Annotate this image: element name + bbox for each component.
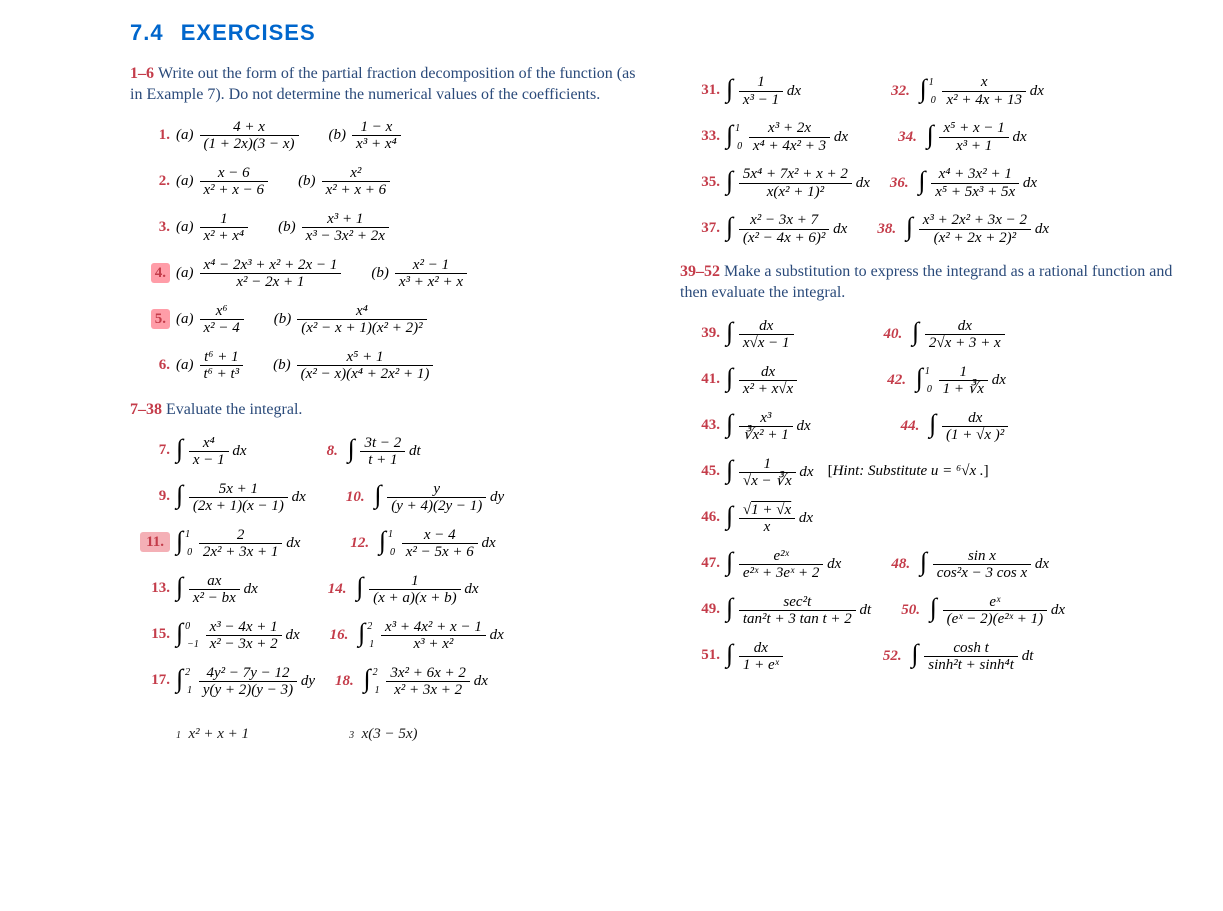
exercise-31-32: 31. ∫ 1x³ − 1 dx 32. ∫10 xx² + 4x + 13 d… — [680, 70, 1190, 110]
exercise-6: 6. (a) t⁶ + 1t⁶ + t³ (b) x⁵ + 1(x² − x)(… — [130, 346, 640, 386]
exercise-43-44: 43. ∫ x³∛x² + 1 dx 44. ∫ dx(1 + √x )² — [680, 406, 1190, 446]
exercise-9-10: 9. ∫ 5x + 1(2x + 1)(x − 1) dx 10. ∫ y(y … — [130, 476, 640, 516]
instruction-1: 1–6 Write out the form of the partial fr… — [130, 64, 640, 106]
exercise-3: 3. (a) 1x² + x⁴ (b) x³ + 1x³ − 3x² + 2x — [130, 208, 640, 248]
instruction-2: 7–38 Evaluate the integral. — [130, 400, 640, 421]
exercise-39-40: 39. ∫ dxx√x − 1 40. ∫ dx2√x + 3 + x — [680, 314, 1190, 354]
exercise-2: 2. (a) x − 6x² + x − 6 (b) x²x² + x + 6 — [130, 162, 640, 202]
exercise-5: 5. (a) x⁶x² − 4 (b) x⁴(x² − x + 1)(x² + … — [130, 300, 640, 340]
exercise-46: 46. ∫ √1 + √xx dx — [680, 498, 1190, 538]
exercise-page: 7.4 EXERCISES 1–6 Write out the form of … — [0, 0, 1223, 772]
exercise-number: 3. — [130, 219, 176, 236]
exercise-4: 4. (a) x⁴ − 2x³ + x² + 2x − 1x² − 2x + 1… — [130, 254, 640, 294]
exercise-49-50: 49. ∫ sec²ttan²t + 3 tan t + 2 dt 50. ∫ … — [680, 590, 1190, 630]
exercise-11-12: 11. ∫10 22x² + 3x + 1 dx 12. ∫10 x − 4x²… — [130, 522, 640, 562]
hint-text: Hint: Substitute u = ⁶√x . — [833, 463, 984, 479]
exercise-number: 2. — [130, 173, 176, 190]
section-header: 7.4 EXERCISES — [130, 20, 1193, 46]
exercise-fragment: 1 x² + x + 1 3 x(3 − 5x) — [130, 706, 640, 746]
exercise-51-52: 51. ∫ dx1 + eˣ 52. ∫ cosh tsinh²t + sinh… — [680, 636, 1190, 676]
exercise-13-14: 13. ∫ axx² − bx dx 14. ∫ 1(x + a)(x + b)… — [130, 568, 640, 608]
exercise-1: 1. (a) 4 + x(1 + 2x)(3 − x) (b) 1 − xx³ … — [130, 116, 640, 156]
exercise-35-36: 35. ∫ 5x⁴ + 7x² + x + 2x(x² + 1)² dx 36.… — [680, 162, 1190, 202]
left-column: 1–6 Write out the form of the partial fr… — [130, 64, 640, 752]
instruction-text: Write out the form of the partial fracti… — [130, 65, 635, 103]
section-title: EXERCISES — [181, 20, 316, 45]
right-column: 31. ∫ 1x³ − 1 dx 32. ∫10 xx² + 4x + 13 d… — [680, 64, 1190, 752]
exercise-number: 1. — [130, 127, 176, 144]
section-number: 7.4 — [130, 20, 164, 45]
two-column-layout: 1–6 Write out the form of the partial fr… — [130, 64, 1193, 752]
exercise-37-38: 37. ∫ x² − 3x + 7(x² − 4x + 6)² dx 38. ∫… — [680, 208, 1190, 248]
exercise-45: 45. ∫ 1√x − ∛x dx [Hint: Substitute u = … — [680, 452, 1190, 492]
exercise-number: 4. — [130, 265, 176, 282]
exercise-7-8: 7. ∫ x⁴x − 1 dx 8. ∫ 3t − 2t + 1 dt — [130, 430, 640, 470]
exercise-33-34: 33. ∫10 x³ + 2xx⁴ + 4x² + 3 dx 34. ∫ x⁵ … — [680, 116, 1190, 156]
instruction-3: 39–52 Make a substitution to express the… — [680, 262, 1190, 304]
part-a: (a) 4 + x(1 + 2x)(3 − x) — [176, 119, 299, 153]
exercise-number: 6. — [130, 357, 176, 374]
exercise-41-42: 41. ∫ dxx² + x√x 42. ∫10 11 + ∛x dx — [680, 360, 1190, 400]
part-b: (b) 1 − xx³ + x⁴ — [329, 119, 401, 153]
exercise-15-16: 15. ∫0−1 x³ − 4x + 1x² − 3x + 2 dx 16. ∫… — [130, 614, 640, 654]
exercise-17-18: 17. ∫21 4y² − 7y − 12y(y + 2)(y − 3) dy … — [130, 660, 640, 700]
range-label: 1–6 — [130, 65, 154, 82]
exercise-number: 5. — [130, 311, 176, 328]
exercise-47-48: 47. ∫ e²ˣe²ˣ + 3eˣ + 2 dx 48. ∫ sin xcos… — [680, 544, 1190, 584]
